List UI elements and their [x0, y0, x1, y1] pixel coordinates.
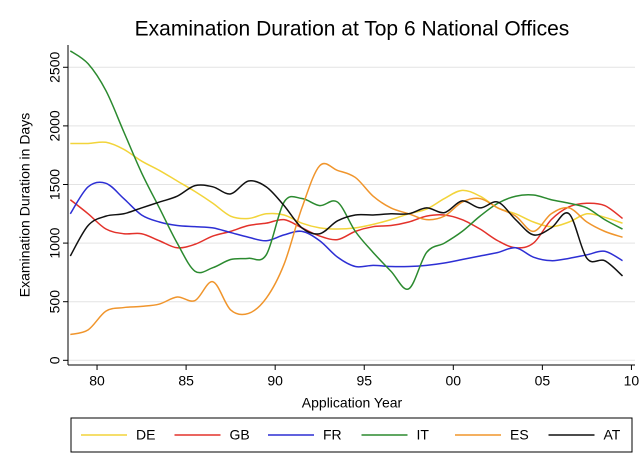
legend-label: ES [510, 427, 529, 443]
legend-label: IT [417, 427, 430, 443]
y-tick-label: 2500 [47, 51, 63, 82]
series-line [69, 179, 624, 277]
y-tick-label: 500 [47, 290, 63, 314]
y-tick-label: 0 [47, 356, 63, 364]
y-tick-label: 1500 [47, 169, 63, 200]
series-line [69, 199, 623, 249]
x-tick-label: 80 [89, 373, 105, 389]
x-axis-label: Application Year [302, 395, 403, 411]
legend-label: FR [323, 427, 342, 443]
x-tick-label: 90 [267, 373, 283, 389]
legend-label: GB [230, 427, 250, 443]
legend-box [70, 417, 633, 453]
x-tick-label: 10 [624, 373, 640, 389]
x-tick-label: 00 [446, 373, 462, 389]
series-line [70, 141, 623, 230]
series-line [69, 50, 623, 290]
legend-label: DE [136, 427, 155, 443]
series-line [70, 162, 623, 336]
x-tick-label: 95 [356, 373, 372, 389]
x-tick-label: 05 [535, 373, 551, 389]
legend-label: AT [604, 427, 621, 443]
y-axis-label: Examination Duration in Days [17, 113, 33, 297]
series-line [69, 181, 623, 268]
y-tick-label: 2000 [47, 110, 63, 141]
x-tick-label: 85 [178, 373, 194, 389]
y-tick-label: 1000 [47, 227, 63, 258]
chart-title: Examination Duration at Top 6 National O… [135, 18, 570, 41]
